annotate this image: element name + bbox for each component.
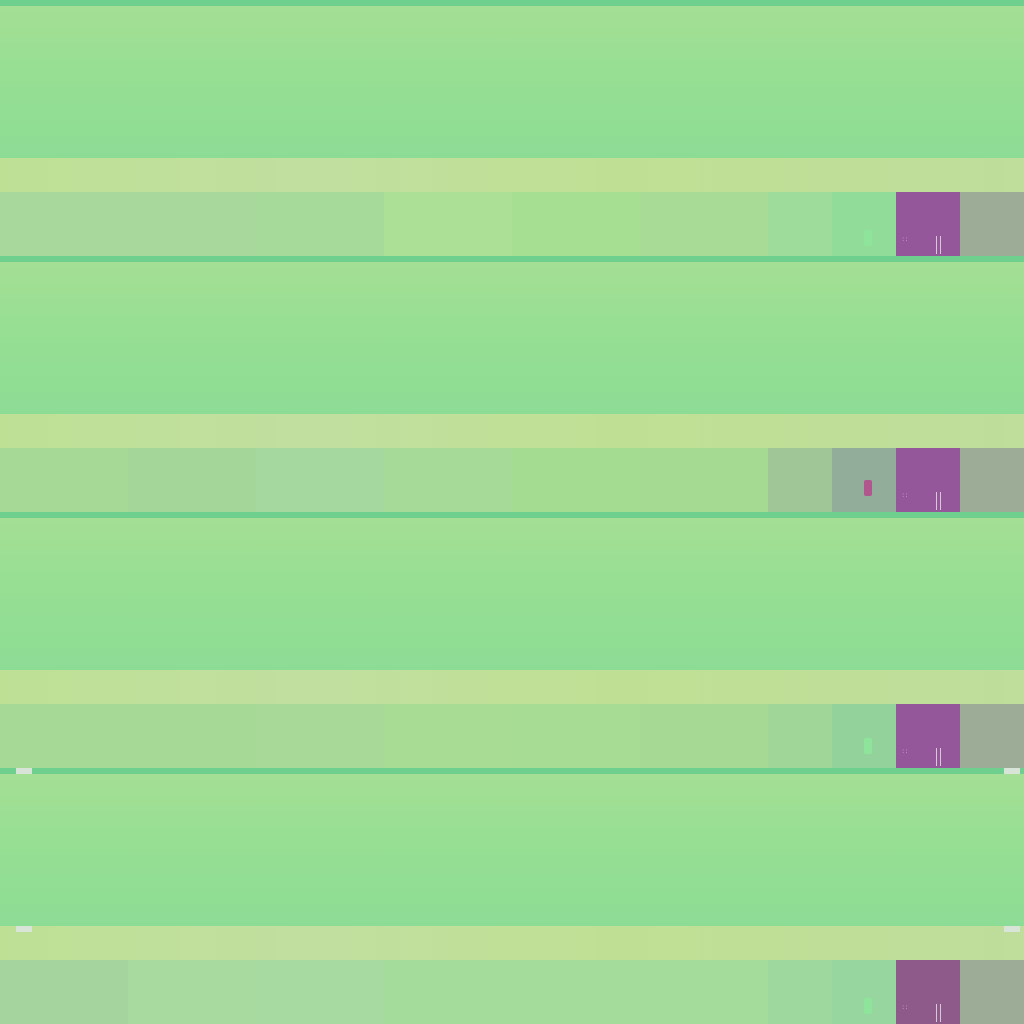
tile	[768, 960, 832, 1024]
tile	[640, 704, 768, 768]
band-panel	[0, 262, 1024, 414]
edge-mark	[1004, 768, 1020, 774]
tile	[256, 960, 384, 1024]
tile-row: ::	[0, 192, 1024, 256]
bar-icon	[936, 236, 941, 254]
band-divider	[0, 0, 1024, 6]
tile	[128, 704, 256, 768]
tile	[512, 704, 640, 768]
bar-icon	[936, 748, 941, 766]
dots-icon: ::	[902, 1003, 909, 1011]
tile	[960, 448, 1024, 512]
bar-icon	[936, 492, 941, 510]
band-panel	[0, 6, 1024, 158]
band-divider	[0, 256, 1024, 262]
band-panel	[0, 774, 1024, 926]
tile	[832, 960, 896, 1024]
tile	[384, 448, 512, 512]
tile	[512, 960, 640, 1024]
dots-icon: ::	[902, 491, 909, 499]
band-divider	[0, 512, 1024, 518]
accent-tile[interactable]: ::	[896, 448, 960, 512]
tile	[384, 704, 512, 768]
tile	[960, 192, 1024, 256]
tile	[768, 704, 832, 768]
tile	[256, 704, 384, 768]
tile	[768, 448, 832, 512]
edge-mark	[16, 768, 32, 774]
dots-icon: ::	[902, 235, 909, 243]
tile	[128, 192, 256, 256]
marker-icon	[864, 998, 872, 1014]
tile	[384, 960, 512, 1024]
tile	[512, 192, 640, 256]
tile	[0, 960, 128, 1024]
tile	[768, 192, 832, 256]
marker-icon	[864, 480, 872, 496]
tile-row: ::	[0, 448, 1024, 512]
tile	[512, 448, 640, 512]
accent-tile[interactable]: ::	[896, 960, 960, 1024]
band-panel	[0, 518, 1024, 670]
tile	[640, 192, 768, 256]
accent-tile[interactable]: ::	[896, 192, 960, 256]
band-divider	[0, 768, 1024, 774]
tile-row: ::	[0, 704, 1024, 768]
band-4: ::	[0, 768, 1024, 1024]
band-strip	[0, 670, 1024, 704]
bar-icon	[936, 1004, 941, 1022]
accent-tile[interactable]: ::	[896, 704, 960, 768]
tile	[0, 192, 128, 256]
tile	[960, 704, 1024, 768]
tile	[832, 448, 896, 512]
marker-icon	[864, 738, 872, 754]
tile	[256, 448, 384, 512]
band-strip	[0, 158, 1024, 192]
edge-mark	[1004, 926, 1020, 932]
tile	[832, 192, 896, 256]
tile	[128, 448, 256, 512]
tile	[640, 960, 768, 1024]
band-1: ::	[0, 0, 1024, 256]
edge-mark	[16, 926, 32, 932]
tile	[384, 192, 512, 256]
tile	[960, 960, 1024, 1024]
tile	[128, 960, 256, 1024]
tile	[0, 448, 128, 512]
band-strip	[0, 414, 1024, 448]
dots-icon: ::	[902, 747, 909, 755]
tile	[640, 448, 768, 512]
tile	[256, 192, 384, 256]
band-strip	[0, 926, 1024, 960]
tile-row: ::	[0, 960, 1024, 1024]
tile	[832, 704, 896, 768]
band-3: ::	[0, 512, 1024, 768]
tile	[0, 704, 128, 768]
marker-icon	[864, 230, 872, 246]
band-2: ::	[0, 256, 1024, 512]
